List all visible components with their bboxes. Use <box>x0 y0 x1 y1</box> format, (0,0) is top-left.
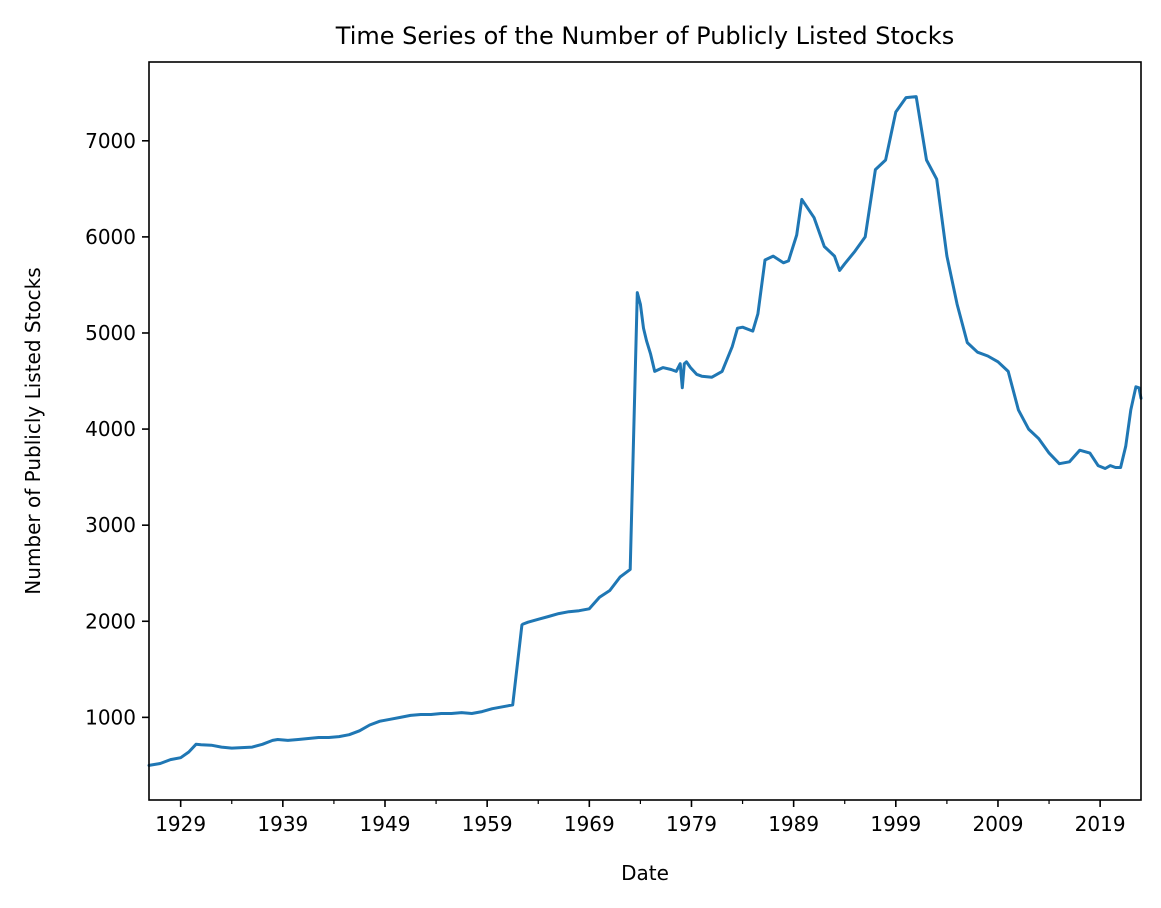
x-tick-label: 2019 <box>1075 812 1126 836</box>
y-tick-label: 1000 <box>85 705 136 729</box>
x-tick-label: 1939 <box>257 812 308 836</box>
x-tick-label: 1959 <box>462 812 513 836</box>
y-tick-label: 6000 <box>85 225 136 249</box>
chart-title: Time Series of the Number of Publicly Li… <box>335 22 954 50</box>
y-axis: 1000 2000 3000 4000 5000 6000 7000 <box>85 129 149 729</box>
plot-area <box>147 61 1143 801</box>
y-tick-label: 4000 <box>85 417 136 441</box>
x-tick-label: 1969 <box>564 812 615 836</box>
y-axis-title: Number of Publicly Listed Stocks <box>21 267 45 594</box>
x-tick-label: 1999 <box>870 812 921 836</box>
y-tick-label: 2000 <box>85 609 136 633</box>
series-line <box>147 95 1143 767</box>
y-tick-label: 3000 <box>85 513 136 537</box>
plot-frame <box>148 61 1142 801</box>
x-axis-title: Date <box>621 861 669 885</box>
x-axis: 1929 1939 1949 1959 1969 1979 1989 1999 2009 2019 <box>155 800 1126 836</box>
x-tick-label: 1979 <box>666 812 717 836</box>
x-tick-label: 1929 <box>155 812 206 836</box>
y-tick-label: 7000 <box>85 129 136 153</box>
y-tick-label: 5000 <box>85 321 136 345</box>
x-tick-label: 1989 <box>768 812 819 836</box>
x-tick-label: 2009 <box>973 812 1024 836</box>
x-tick-label: 1949 <box>360 812 411 836</box>
